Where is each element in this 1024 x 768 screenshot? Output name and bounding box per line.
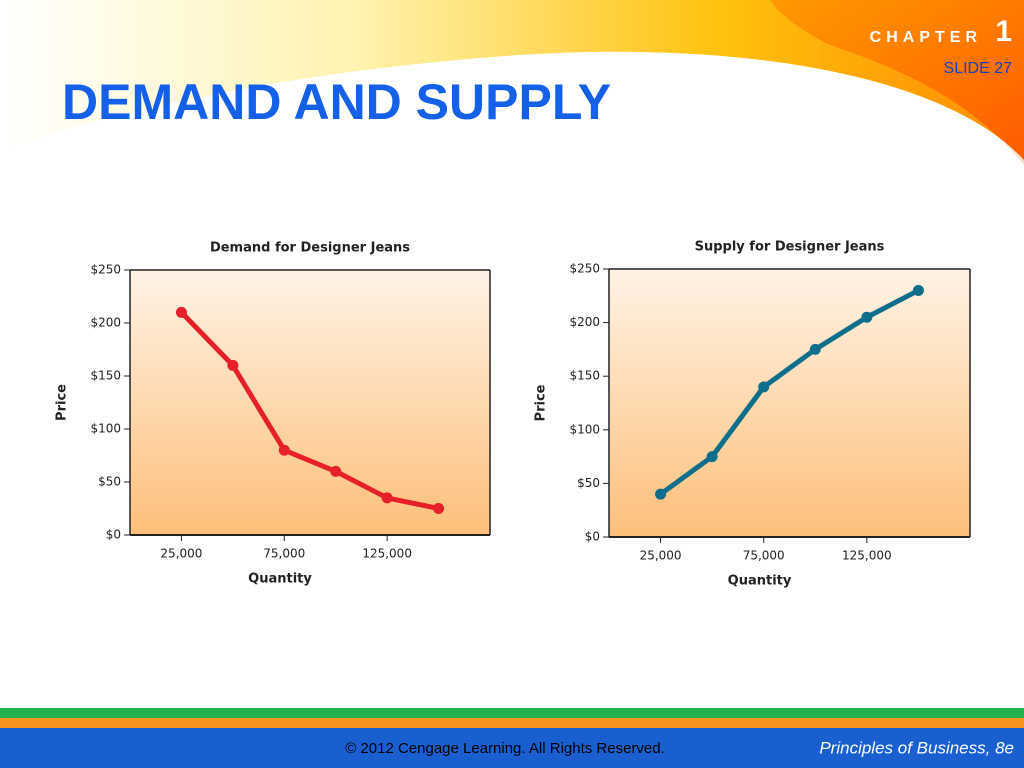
y-tick-label: $0 bbox=[106, 528, 121, 542]
chart-title: Demand for Designer Jeans bbox=[210, 241, 410, 256]
y-tick-label: $100 bbox=[90, 422, 121, 436]
x-tick-label: 125,000 bbox=[842, 549, 892, 563]
y-axis-label: Price bbox=[55, 384, 70, 421]
data-point bbox=[758, 381, 770, 393]
x-axis-label: Quantity bbox=[248, 572, 312, 587]
data-line bbox=[659, 288, 920, 497]
x-tick-label: 75,000 bbox=[743, 549, 785, 563]
plot-area bbox=[130, 270, 490, 535]
data-point bbox=[330, 465, 342, 477]
data-point bbox=[706, 451, 718, 463]
y-tick-label: $50 bbox=[98, 475, 121, 489]
y-tick-label: $250 bbox=[90, 263, 121, 277]
y-tick-label: $150 bbox=[90, 369, 121, 383]
y-tick-label: $200 bbox=[90, 316, 121, 330]
x-tick-label: 75,000 bbox=[263, 547, 305, 561]
chart-title: Supply for Designer Jeans bbox=[695, 240, 885, 255]
data-point bbox=[861, 311, 873, 323]
x-tick-label: 125,000 bbox=[362, 547, 412, 561]
y-tick-label: $50 bbox=[577, 476, 600, 490]
data-point bbox=[278, 444, 290, 456]
y-tick-label: $150 bbox=[569, 369, 600, 383]
copyright: © 2012 Cengage Learning. All Rights Rese… bbox=[345, 740, 665, 757]
data-point bbox=[227, 359, 239, 371]
header-corner bbox=[770, 0, 1024, 165]
data-point bbox=[912, 284, 924, 296]
footer-green-bar bbox=[0, 708, 1024, 718]
chapter-number: 1 bbox=[995, 15, 1012, 48]
data-point bbox=[809, 343, 821, 355]
data-point bbox=[433, 503, 445, 514]
header-swoosh bbox=[0, 0, 1024, 160]
y-tick-label: $100 bbox=[569, 422, 600, 436]
data-point bbox=[175, 306, 187, 318]
data-point bbox=[381, 492, 393, 504]
chapter-label: CHAPTER bbox=[870, 29, 982, 46]
slide-number: SLIDE 27 bbox=[944, 60, 1013, 77]
footer-orange-bar bbox=[0, 718, 1024, 728]
data-point bbox=[655, 488, 667, 500]
y-tick-label: $0 bbox=[585, 530, 600, 544]
slide-title: DEMAND AND SUPPLY bbox=[62, 74, 611, 130]
x-axis-label: Quantity bbox=[728, 574, 792, 589]
data-line bbox=[179, 310, 440, 511]
book-title: Principles of Business, 8e bbox=[819, 738, 1014, 757]
plot-area bbox=[609, 269, 970, 537]
y-axis-label: Price bbox=[534, 384, 549, 421]
y-tick-label: $250 bbox=[569, 262, 600, 276]
x-tick-label: 25,000 bbox=[640, 549, 682, 563]
y-tick-label: $200 bbox=[569, 315, 600, 329]
footer-blue-bar bbox=[0, 728, 1024, 768]
x-tick-label: 25,000 bbox=[160, 547, 202, 561]
